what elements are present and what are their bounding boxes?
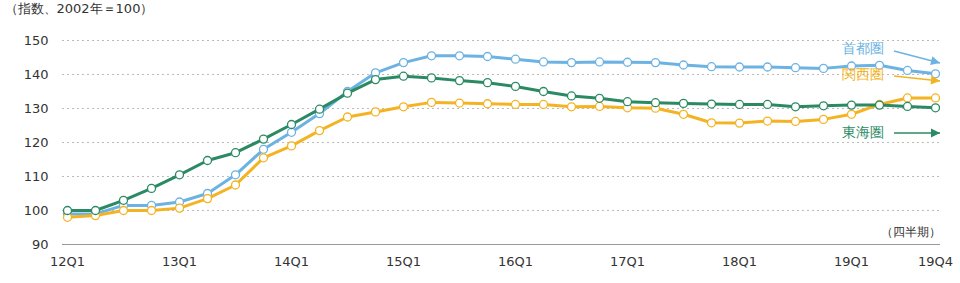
- svg-text:110: 110: [24, 169, 49, 184]
- svg-text:120: 120: [24, 135, 49, 150]
- svg-text:15Q1: 15Q1: [386, 254, 421, 269]
- svg-text:19Q4: 19Q4: [918, 254, 953, 269]
- html-text:関西圏: 関西圏: [842, 66, 884, 82]
- svg-text:19Q1: 19Q1: [834, 254, 869, 269]
- svg-text:16Q1: 16Q1: [498, 254, 533, 269]
- svg-text:13Q1: 13Q1: [162, 254, 197, 269]
- svg-text:90: 90: [32, 237, 49, 252]
- svg-text:（四半期）: （四半期）: [881, 225, 941, 239]
- html-text:東海圏: 東海圏: [842, 124, 884, 140]
- svg-text:（指数、2002年＝100）: （指数、2002年＝100）: [5, 1, 154, 16]
- html-text:首都圏: 首都圏: [842, 40, 884, 56]
- svg-text:12Q1: 12Q1: [50, 254, 85, 269]
- svg-text:130: 130: [24, 101, 49, 116]
- svg-text:14Q1: 14Q1: [274, 254, 309, 269]
- svg-text:140: 140: [24, 67, 49, 82]
- svg-text:100: 100: [24, 203, 49, 218]
- svg-text:18Q1: 18Q1: [722, 254, 757, 269]
- svg-text:17Q1: 17Q1: [610, 254, 645, 269]
- svg-text:150: 150: [24, 33, 49, 48]
